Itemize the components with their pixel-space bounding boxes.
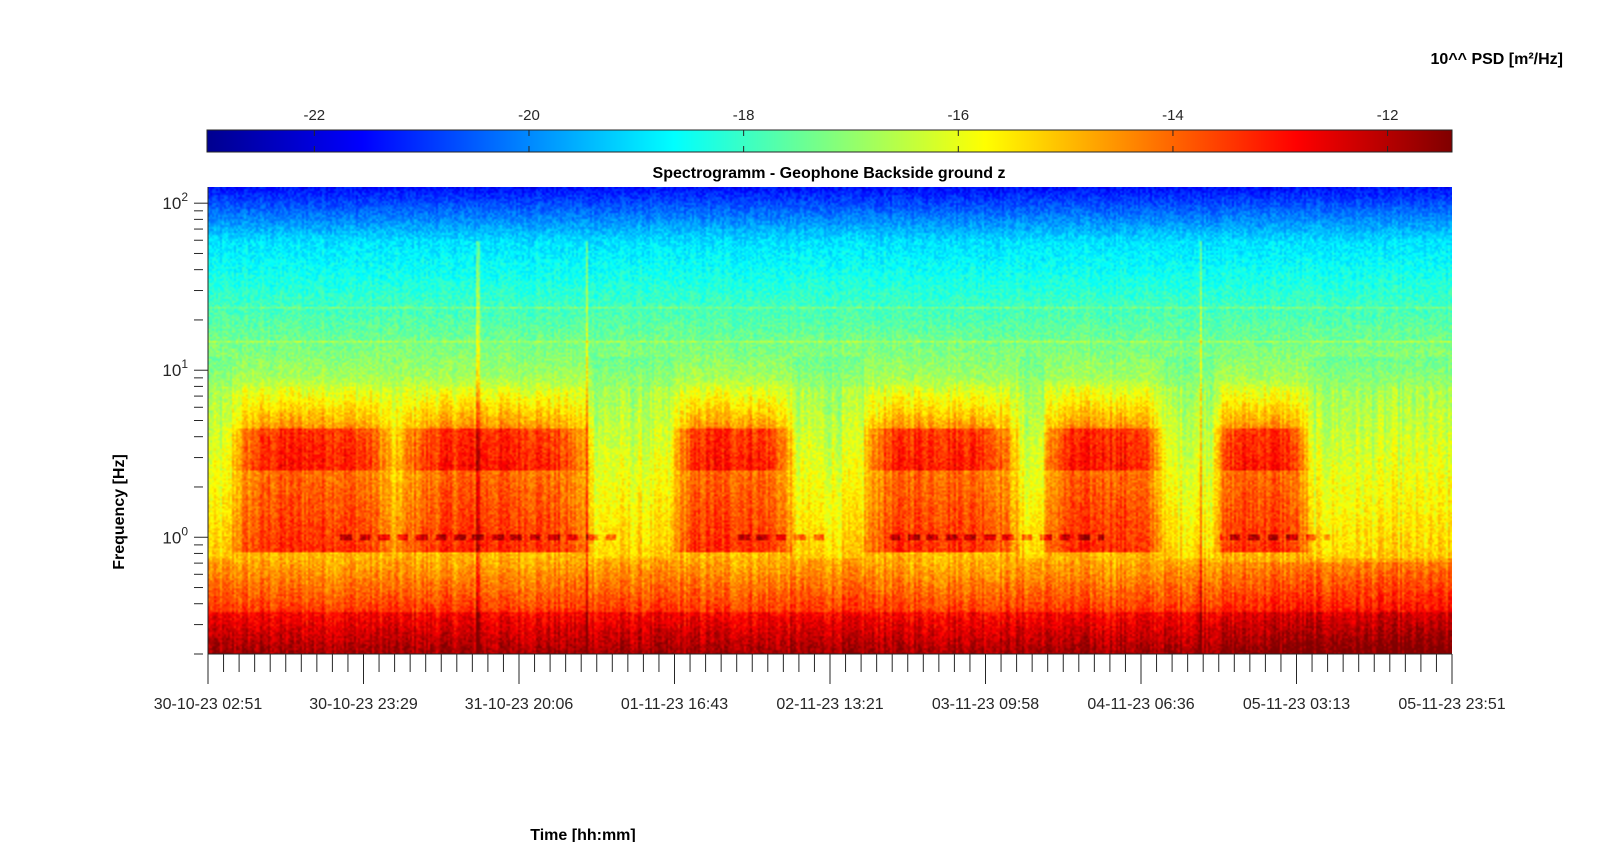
y-axis-label: Frequency [Hz] <box>111 454 128 570</box>
colorbar-tick-label: -22 <box>303 107 325 124</box>
y-tick-label: 102 <box>162 190 188 213</box>
y-tick-label: 101 <box>162 357 188 380</box>
colorbar: -22 -20 -18 -16 -14 -12 <box>206 107 1453 153</box>
colorbar-label: 10^^ PSD [m²/Hz] <box>1431 51 1563 68</box>
x-tick-label: 05-11-23 23:51 <box>1398 696 1505 713</box>
y-axis: 100 101 102 <box>162 187 209 655</box>
x-tick-label: 04-11-23 06:36 <box>1087 696 1194 713</box>
x-axis: 30-10-23 02:51 30-10-23 23:29 31-10-23 20:… <box>154 653 1506 713</box>
colorbar-tick-label: -20 <box>518 107 540 124</box>
x-tick-label: 30-10-23 02:51 <box>154 696 263 713</box>
spectrogram-heatmap <box>208 187 1452 654</box>
x-tick-label: 05-11-23 03:13 <box>1243 696 1350 713</box>
spectrogram-plot-area <box>208 187 1452 654</box>
colorbar-tick-label: -12 <box>1377 107 1399 124</box>
x-axis-label: Time [hh:mm] <box>530 827 635 842</box>
colorbar-tick-label: -18 <box>733 107 755 124</box>
x-tick-label: 03-11-23 09:58 <box>932 696 1039 713</box>
x-tick-label: 01-11-23 16:43 <box>621 696 728 713</box>
x-tick-label: 30-10-23 23:29 <box>309 696 418 713</box>
chart-title: Spectrogramm - Geophone Backside ground … <box>653 165 1006 182</box>
colorbar-tick-label: -14 <box>1162 107 1184 124</box>
x-tick-label: 31-10-23 20:06 <box>465 696 574 713</box>
colorbar-gradient <box>206 129 1453 153</box>
colorbar-ticks: -22 -20 -18 -16 -14 -12 <box>303 107 1398 152</box>
y-tick-label: 100 <box>162 524 188 547</box>
colorbar-tick-label: -16 <box>947 107 969 124</box>
x-tick-label: 02-11-23 13:21 <box>776 696 883 713</box>
